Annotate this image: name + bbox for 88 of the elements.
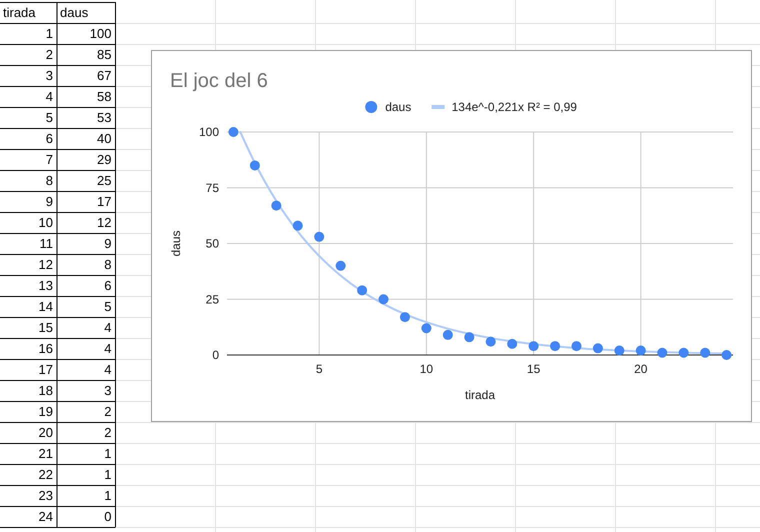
x-tick-label: 15: [526, 362, 541, 376]
x-axis-title: tirada: [464, 388, 496, 402]
point: [464, 332, 474, 342]
text: 6: [104, 278, 112, 293]
text: 5: [46, 110, 53, 125]
text: 11: [40, 236, 53, 251]
text: 13: [38, 278, 53, 293]
x-tick-label: 20: [634, 362, 648, 376]
point: [550, 341, 560, 352]
point: [678, 348, 689, 358]
point: [378, 294, 389, 304]
text: 4: [104, 341, 112, 356]
text: 29: [97, 152, 112, 167]
point: [486, 336, 496, 347]
point: [722, 350, 732, 360]
text: 22: [38, 467, 53, 482]
point: [314, 232, 324, 242]
text: daus: [60, 5, 89, 20]
point: [700, 348, 710, 358]
point: [442, 330, 453, 340]
point: [271, 200, 282, 211]
text: 8: [104, 257, 112, 272]
legend-label: daus: [385, 100, 412, 114]
point: [357, 285, 368, 296]
y-tick-label: 25: [206, 292, 220, 306]
text: 4: [104, 320, 112, 335]
text: 24: [38, 509, 53, 524]
legend-label: 134e^-0,221x R² = 0,99: [452, 100, 578, 114]
text: 25: [97, 173, 112, 188]
text: 2: [46, 47, 53, 62]
point: [250, 160, 260, 170]
text: 10: [38, 215, 53, 230]
text: 19: [38, 404, 53, 419]
text: 3: [46, 68, 53, 83]
point: [292, 220, 303, 231]
point: [400, 312, 410, 322]
text: 58: [97, 89, 112, 104]
text: 9: [46, 194, 53, 209]
text: 20: [38, 425, 53, 440]
text: 6: [46, 131, 53, 146]
text: 15: [38, 320, 53, 335]
point: [336, 260, 346, 271]
text: 8: [46, 173, 53, 188]
y-tick-label: 0: [212, 348, 220, 362]
text: 2: [104, 425, 112, 440]
text: 14: [38, 299, 53, 314]
y-axis-title: daus: [169, 230, 183, 257]
y-tick-label: 50: [206, 236, 220, 250]
point: [592, 343, 603, 354]
text: 23: [38, 488, 53, 503]
text: 67: [97, 68, 112, 83]
text: 1: [104, 488, 112, 503]
text: 9: [104, 236, 112, 251]
point: [657, 348, 668, 358]
text: 1: [46, 26, 53, 41]
text: 12: [38, 257, 53, 272]
text: 18: [38, 383, 53, 398]
text: 1: [104, 467, 112, 482]
text: 1: [104, 446, 112, 461]
point: [421, 323, 432, 334]
point: [636, 346, 646, 356]
text: 12: [97, 215, 112, 230]
point: [571, 341, 582, 352]
text: 17: [38, 362, 53, 377]
point: [228, 127, 238, 137]
text: 4: [104, 362, 112, 377]
point: [614, 346, 624, 356]
text: 7: [46, 152, 53, 167]
y-tick-label: 75: [206, 180, 220, 195]
y-tick-label: 100: [198, 125, 220, 139]
text: 3: [104, 383, 112, 398]
x-tick-label: 10: [420, 362, 434, 376]
text: 4: [46, 89, 53, 104]
text: 40: [97, 131, 112, 146]
text: 2: [104, 404, 112, 419]
x-tick-label: 5: [316, 362, 323, 376]
chart-title: El joc del 6: [170, 70, 268, 92]
text: 21: [38, 446, 53, 461]
text: 5: [104, 299, 112, 314]
point: [507, 338, 518, 349]
text: 53: [97, 110, 112, 125]
text: 100: [90, 26, 112, 41]
text: tirada: [3, 5, 36, 20]
text: 0: [104, 509, 112, 524]
point: [528, 341, 539, 352]
text: 85: [97, 47, 112, 62]
text: 16: [38, 341, 53, 356]
text: 17: [97, 194, 112, 209]
